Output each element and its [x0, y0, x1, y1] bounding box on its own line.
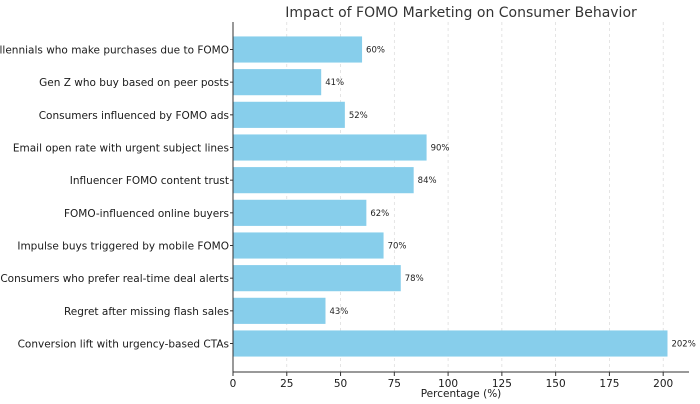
x-tick-label-2: 50 [334, 378, 347, 390]
x-tick-label-6: 150 [546, 378, 566, 390]
bar-0 [233, 36, 363, 63]
x-tick-label-5: 125 [492, 378, 512, 390]
category-label-2: Consumers influenced by FOMO ads [39, 110, 229, 122]
category-label-6: Impulse buys triggered by mobile FOMO [17, 241, 229, 253]
bar-3 [233, 134, 427, 161]
bar-5 [233, 199, 367, 226]
value-label-6: 70% [388, 242, 407, 252]
category-labels: Millennials who make purchases due to FO… [0, 45, 233, 351]
bar-8 [233, 297, 326, 324]
bar-2 [233, 101, 345, 128]
value-labels: 60% 41% 52% 90% 84% 62% 70% 78% 43% 202% [325, 46, 696, 350]
category-label-1: Gen Z who buy based on peer posts [39, 77, 229, 89]
category-label-9: Conversion lift with urgency-based CTAs [18, 339, 229, 351]
value-label-0: 60% [366, 46, 385, 56]
x-tick-label-8: 200 [653, 378, 673, 390]
value-label-8: 43% [329, 307, 348, 317]
chart-title: Impact of FOMO Marketing on Consumer Beh… [285, 5, 637, 21]
category-label-5: FOMO-influenced online buyers [64, 208, 229, 220]
x-tick-label-4: 100 [438, 378, 458, 390]
x-tick-label-7: 175 [599, 378, 619, 390]
category-label-4: Influencer FOMO content trust [70, 175, 229, 187]
value-label-7: 78% [405, 274, 424, 284]
x-tick-label-1: 25 [280, 378, 293, 390]
value-label-5: 62% [370, 209, 389, 219]
bar-1 [233, 69, 322, 96]
bar-9 [233, 330, 668, 357]
value-label-2: 52% [349, 111, 368, 121]
x-axis: 0 25 50 75 100 125 150 175 200 [230, 372, 673, 390]
category-label-3: Email open rate with urgent subject line… [13, 143, 229, 155]
bar-6 [233, 232, 384, 259]
value-label-3: 90% [431, 144, 450, 154]
category-label-7: Consumers who prefer real-time deal aler… [0, 273, 229, 285]
value-label-4: 84% [418, 176, 437, 186]
value-label-9: 202% [671, 340, 695, 350]
value-label-1: 41% [325, 78, 344, 88]
bar-4 [233, 167, 414, 194]
category-label-0: Millennials who make purchases due to FO… [0, 45, 229, 57]
x-axis-title: Percentage (%) [421, 388, 502, 400]
bar-7 [233, 265, 401, 292]
category-label-8: Regret after missing flash sales [64, 306, 229, 318]
x-tick-label-3: 75 [388, 378, 401, 390]
bars [233, 36, 668, 357]
x-tick-label-0: 0 [230, 378, 237, 390]
